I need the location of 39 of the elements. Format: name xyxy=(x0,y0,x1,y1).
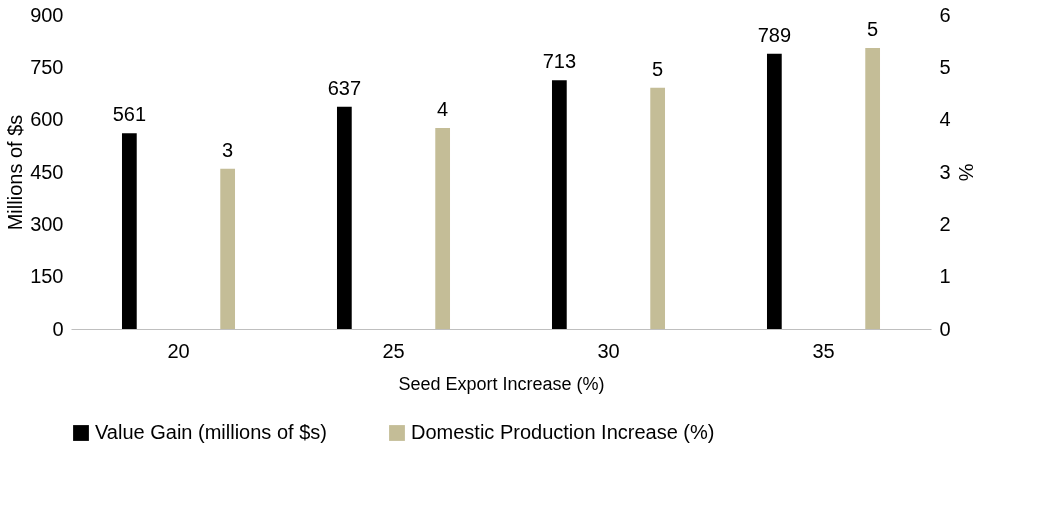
bar xyxy=(220,168,236,329)
y-tick-label: 150 xyxy=(30,265,64,288)
legend-label: Value Gain (millions of $s) xyxy=(95,421,327,443)
data-label: 4 xyxy=(437,98,449,121)
data-label: 637 xyxy=(327,76,362,99)
data-label: 713 xyxy=(542,50,577,73)
y2-tick-label: 6 xyxy=(939,3,951,26)
data-label: 5 xyxy=(652,57,664,80)
y2-tick-label: 2 xyxy=(939,212,951,235)
data-label: 5 xyxy=(867,17,879,40)
y-tick-label: 0 xyxy=(52,317,64,340)
x-tick-label: 30 xyxy=(597,339,620,362)
y2-tick-label: 3 xyxy=(939,160,951,183)
y2-tick-label: 1 xyxy=(939,265,951,288)
x-tick-label: 20 xyxy=(167,339,190,362)
y-tick-label: 300 xyxy=(30,212,64,235)
x-tick-label: 35 xyxy=(812,339,835,362)
bar xyxy=(650,87,666,329)
y-tick-label: 600 xyxy=(30,108,64,131)
y-tick-label: 750 xyxy=(30,55,64,78)
data-label: 561 xyxy=(112,103,147,126)
bar xyxy=(865,47,881,329)
legend-label: Domestic Production Increase (%) xyxy=(411,421,715,443)
y2-tick-label: 4 xyxy=(939,108,951,131)
y-tick-label: 900 xyxy=(30,3,64,26)
bar xyxy=(551,80,567,329)
bar xyxy=(435,128,451,329)
data-label: 789 xyxy=(757,23,792,46)
y2-axis-title: % xyxy=(954,163,977,182)
x-axis-title: Seed Export Increase (%) xyxy=(398,373,605,394)
y-axis-title: Millions of $s xyxy=(4,114,27,231)
y2-tick-label: 5 xyxy=(939,55,951,78)
data-label: 3 xyxy=(222,138,234,161)
bar xyxy=(766,53,782,329)
x-tick-label: 25 xyxy=(382,339,405,362)
y-tick-label: 450 xyxy=(30,160,64,183)
bar xyxy=(121,133,137,329)
y2-tick-label: 0 xyxy=(939,317,951,340)
bar xyxy=(336,106,352,329)
